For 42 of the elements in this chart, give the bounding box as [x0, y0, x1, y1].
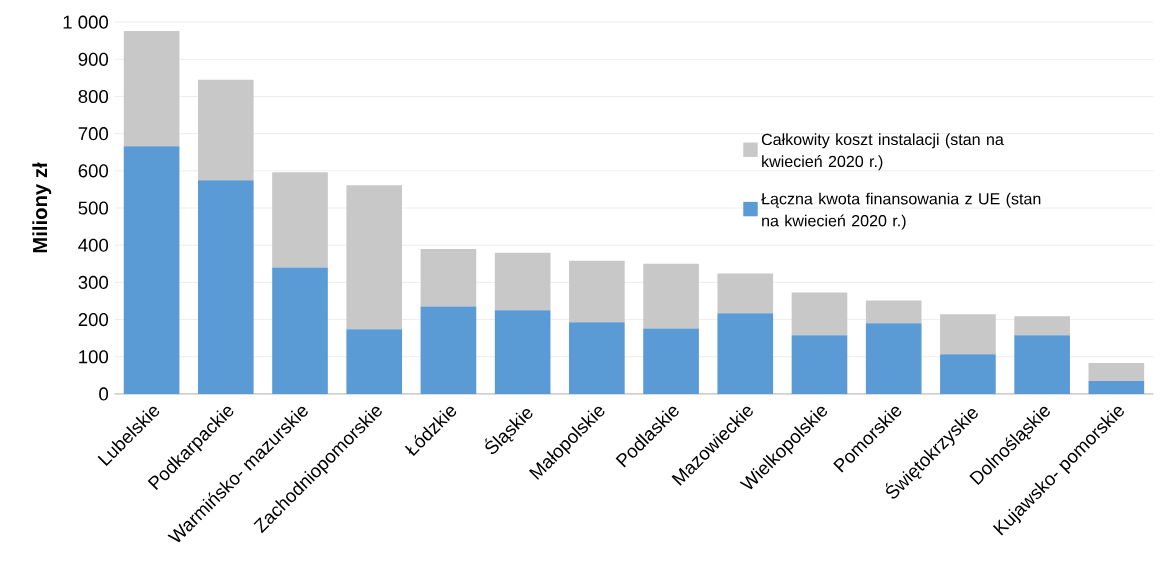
y-tick-label: 800: [78, 90, 109, 104]
bar: [346, 185, 403, 330]
y-axis-title: Miliony zł: [32, 162, 52, 253]
bar: [865, 300, 922, 324]
bar: [197, 79, 254, 181]
bar: [865, 323, 922, 395]
y-tick-label: 600: [78, 164, 109, 178]
bar: [1014, 316, 1070, 336]
bar: [569, 260, 625, 323]
bar: [123, 146, 180, 395]
bar: [494, 310, 551, 395]
bar: [643, 328, 699, 395]
bar: [420, 306, 477, 395]
bar: [791, 292, 848, 336]
bar: [791, 335, 848, 395]
y-tick-label: 900: [78, 52, 109, 67]
y-tick-label: 200: [78, 313, 109, 327]
bar: [123, 31, 180, 147]
y-tick-label: 500: [78, 201, 109, 215]
y-tick-label: 300: [78, 275, 109, 290]
bar: [940, 354, 996, 395]
bar: [643, 263, 699, 329]
bar: [346, 329, 403, 395]
bar: [940, 314, 996, 355]
bar: [494, 252, 551, 311]
bar: [197, 180, 254, 395]
y-tick-label: 400: [78, 238, 109, 252]
y-tick-label: 1 000: [63, 15, 109, 29]
y-tick-label: 100: [79, 350, 109, 364]
bar: [272, 172, 328, 268]
bar: [717, 313, 774, 395]
y-tick-label: 700: [78, 127, 109, 141]
bar: [420, 249, 477, 307]
legend-label: Łączna kwota finansowania z UE (stan na kwiecień 2020 r.): [761, 192, 1041, 230]
legend-label: Całkowity koszt instalacji (stan na kwiecień 2020 r.): [761, 133, 1004, 171]
bar: [1088, 363, 1145, 382]
bar: [717, 273, 774, 314]
bar: [1088, 381, 1145, 395]
bar: [1014, 335, 1070, 395]
y-tick-label: 0: [99, 387, 109, 401]
bar: [569, 322, 625, 395]
bar: [272, 267, 328, 395]
